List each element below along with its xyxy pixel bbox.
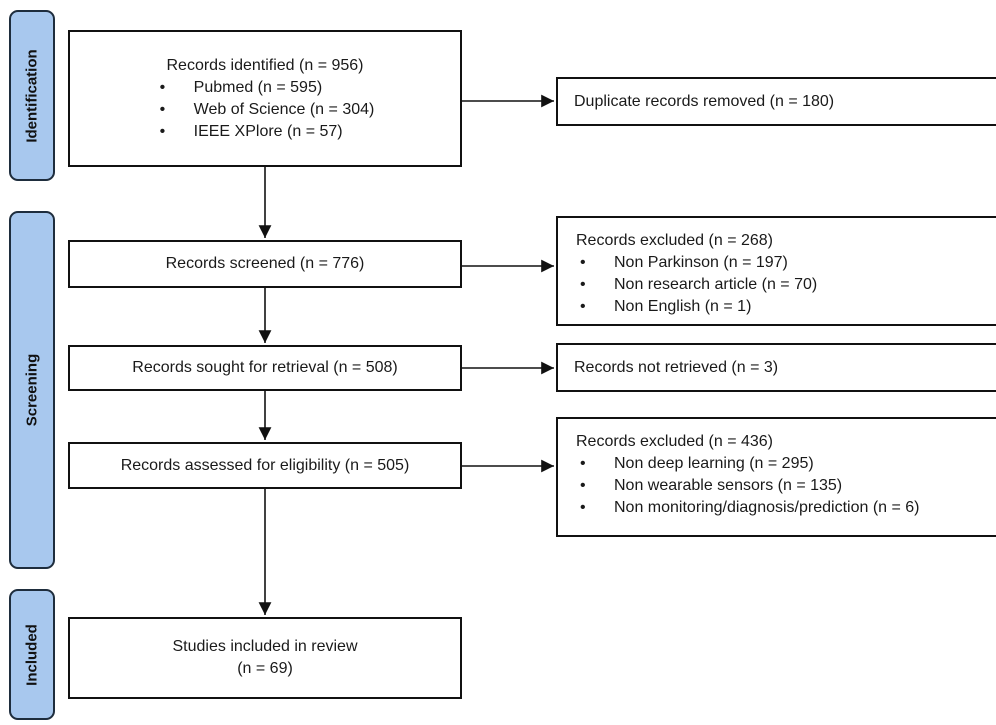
records-identified-list: Pubmed (n = 595) Web of Science (n = 304… xyxy=(156,77,375,143)
studies-included-line1: Studies included in review xyxy=(172,638,358,655)
records-screened-text: Records screened (n = 776) xyxy=(165,255,365,272)
phase-identification: Identification xyxy=(9,10,55,181)
records-identified-box: Records identified (n = 956) Pubmed (n =… xyxy=(68,30,462,167)
duplicates-removed-text: Duplicate records removed (n = 180) xyxy=(574,92,835,110)
duplicates-removed-box: Duplicate records removed (n = 180) xyxy=(556,77,996,126)
studies-included-line2: (n = 69) xyxy=(237,660,293,677)
records-sought-text: Records sought for retrieval (n = 508) xyxy=(132,359,398,376)
list-item: Web of Science (n = 304) xyxy=(156,99,375,121)
records-excluded-screening-box: Records excluded (n = 268) Non Parkinson… xyxy=(556,216,996,326)
records-sought-box: Records sought for retrieval (n = 508) xyxy=(68,345,462,391)
records-excluded-screening-title: Records excluded (n = 268) xyxy=(576,232,773,249)
studies-included-box: Studies included in review (n = 69) xyxy=(68,617,462,699)
records-screened-box: Records screened (n = 776) xyxy=(68,240,462,288)
records-identified-title: Records identified (n = 956) xyxy=(166,56,364,74)
list-item: Non deep learning (n = 295) xyxy=(576,453,996,475)
list-item: Pubmed (n = 595) xyxy=(156,77,375,99)
list-item: Non wearable sensors (n = 135) xyxy=(576,475,996,497)
list-item: Non Parkinson (n = 197) xyxy=(576,252,996,274)
records-not-retrieved-text: Records not retrieved (n = 3) xyxy=(574,358,779,376)
records-excluded-screening-list: Non Parkinson (n = 197) Non research art… xyxy=(576,252,996,318)
phase-included: Included xyxy=(9,589,55,720)
list-item: Non research article (n = 70) xyxy=(576,274,996,296)
records-assessed-text: Records assessed for eligibility (n = 50… xyxy=(120,456,410,474)
records-excluded-eligibility-list: Non deep learning (n = 295) Non wearable… xyxy=(576,453,996,519)
list-item: IEEE XPlore (n = 57) xyxy=(156,121,375,143)
records-assessed-box: Records assessed for eligibility (n = 50… xyxy=(68,442,462,489)
phase-screening: Screening xyxy=(9,211,55,569)
list-item: Non English (n = 1) xyxy=(576,296,996,318)
records-excluded-eligibility-box: Records excluded (n = 436) Non deep lear… xyxy=(556,417,996,537)
list-item: Non monitoring/diagnosis/prediction (n =… xyxy=(576,497,996,519)
records-not-retrieved-box: Records not retrieved (n = 3) xyxy=(556,343,996,392)
records-excluded-eligibility-title: Records excluded (n = 436) xyxy=(576,433,773,450)
